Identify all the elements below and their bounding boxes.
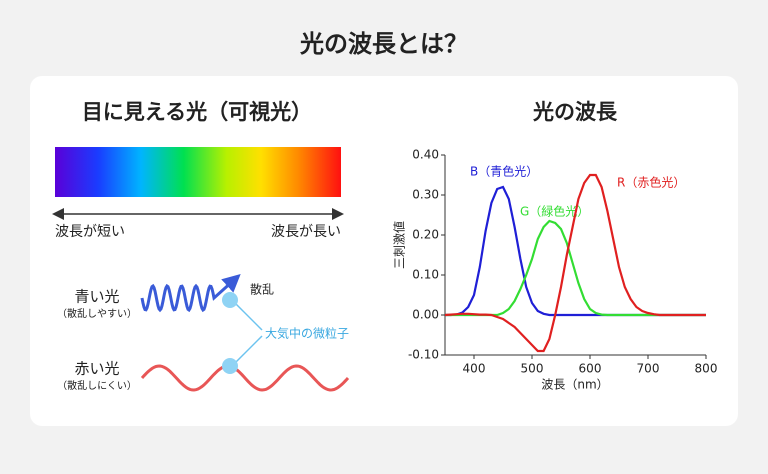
particle-label: 大気中の微粒子 — [265, 326, 349, 341]
pointer — [231, 299, 263, 331]
blue-note: （散乱しやすい） — [57, 307, 137, 320]
series-label: B（青色光） — [470, 165, 538, 179]
short-label: 波長が短い — [55, 224, 125, 240]
y-tick-label: 0.00 — [412, 308, 439, 322]
scatter-label: 散乱 — [250, 282, 274, 297]
series-label: G（緑色光） — [520, 204, 589, 219]
y-tick-label: 0.30 — [412, 188, 439, 202]
x-tick-label: 700 — [637, 362, 660, 376]
y-tick-label: 0.40 — [412, 148, 439, 162]
left-title: 目に見える光（可視光） — [82, 100, 312, 124]
y-tick-label: -0.10 — [408, 348, 439, 362]
red-note: （散乱しにくい） — [57, 379, 137, 392]
x-axis-label: 波長（nm） — [541, 378, 608, 392]
particle — [222, 292, 238, 308]
x-tick-label: 400 — [463, 362, 486, 376]
red-wave — [140, 364, 350, 392]
x-tick-label: 600 — [579, 362, 602, 376]
red-label: 赤い光 — [74, 360, 119, 378]
particle — [222, 358, 238, 374]
card — [30, 76, 738, 426]
series-label: R（赤色光） — [617, 176, 685, 190]
blue-wave — [140, 273, 241, 313]
x-tick-label: 500 — [521, 362, 544, 376]
spectrum — [55, 147, 341, 197]
x-tick-label: 800 — [695, 362, 718, 376]
series-line — [444, 173, 706, 353]
y-tick-label: 0.20 — [412, 228, 439, 242]
blue-label: 青い光 — [74, 288, 119, 306]
chart: -0.10 0.00 0.10 0.20 0.30 0.40 400 500 600 700 800… — [408, 148, 718, 376]
pointer — [231, 335, 263, 367]
chart-title: 光の波長 — [532, 100, 618, 124]
y-axis-label: 三刺激値 — [392, 221, 407, 269]
y-tick-label: 0.10 — [412, 268, 439, 282]
long-label: 波長が長い — [271, 224, 341, 240]
page-title: 光の波長とは？ — [299, 30, 468, 58]
